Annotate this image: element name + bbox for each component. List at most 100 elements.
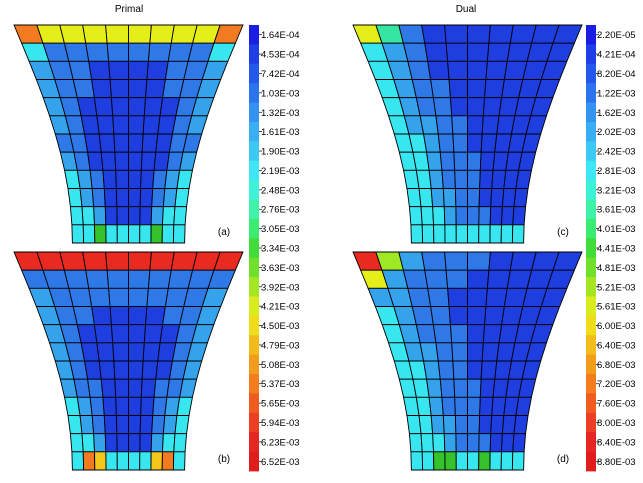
mesh-cell xyxy=(479,151,496,171)
mesh-cell xyxy=(71,451,85,471)
mesh-cell xyxy=(128,451,141,471)
mesh-cell xyxy=(147,42,172,62)
mesh-cell xyxy=(486,42,511,62)
mesh-cell xyxy=(467,342,484,362)
mesh-cell xyxy=(174,188,190,208)
colorbar-swatch xyxy=(586,257,596,278)
mesh-cell xyxy=(428,169,444,189)
mesh-cell xyxy=(139,224,152,244)
mesh-cell xyxy=(455,206,468,226)
mesh-cell xyxy=(407,60,432,80)
panel-d-dual-mesh xyxy=(352,251,583,471)
colorbar-swatch xyxy=(249,432,259,453)
panel-b-primal-mesh xyxy=(13,251,244,471)
mesh-cell xyxy=(443,433,457,453)
mesh-cell xyxy=(484,79,505,99)
colorbar-tick-label: 2.20E-05 xyxy=(597,30,636,41)
mesh-cell xyxy=(128,169,142,189)
panel-label-a: (a) xyxy=(218,227,230,238)
mesh-cell xyxy=(443,206,457,226)
colorbar-swatch xyxy=(586,199,596,220)
mesh-cell xyxy=(128,433,141,453)
mesh-cell xyxy=(63,269,90,289)
mesh-cell xyxy=(81,433,96,453)
colorbar-swatch xyxy=(249,160,259,181)
mesh-cell xyxy=(467,433,480,453)
mesh-cell xyxy=(76,396,93,416)
mesh-cell xyxy=(128,415,142,435)
colorbar-swatch xyxy=(586,238,596,259)
mesh-cell xyxy=(174,415,190,435)
mesh-cell xyxy=(445,269,468,289)
mesh-cell xyxy=(447,287,468,307)
mesh-cell xyxy=(128,151,143,171)
mesh-cell xyxy=(93,206,107,226)
mesh-cell xyxy=(103,188,118,208)
mesh-cell xyxy=(467,415,481,435)
mesh-cell xyxy=(432,206,446,226)
colorbar-swatch xyxy=(249,44,259,65)
mesh-cell xyxy=(116,224,129,244)
colorbar-tick-label: 5.61E-03 xyxy=(597,302,636,313)
mesh-cell xyxy=(109,306,129,326)
mesh-cell xyxy=(421,251,447,271)
colorbar-tick-label: 7.20E-03 xyxy=(597,379,636,390)
mesh-cell xyxy=(467,60,488,80)
mesh-cell xyxy=(480,360,498,380)
colorbar-tick-label: 5.94E-03 xyxy=(261,418,300,429)
mesh-cell xyxy=(467,169,481,189)
colorbar-tick-label: 5.65E-03 xyxy=(261,399,300,410)
mesh-cell xyxy=(113,133,129,153)
mesh-cell xyxy=(512,433,527,453)
panel-label-c: (c) xyxy=(557,227,569,238)
mesh-cell xyxy=(488,251,514,271)
colorbar-tick-label: 1.03E-03 xyxy=(261,88,300,99)
mesh-cell xyxy=(102,396,117,416)
mesh-cell xyxy=(128,79,148,99)
mesh-cell xyxy=(441,396,456,416)
mesh-cell xyxy=(415,169,432,189)
mesh-cell xyxy=(454,169,468,189)
mesh-cell xyxy=(427,287,450,307)
mesh-cell xyxy=(128,224,141,244)
colorbar-tick-label: 1.61E-03 xyxy=(261,127,300,138)
mesh-cell xyxy=(116,433,129,453)
mesh-cell xyxy=(478,433,492,453)
dual-column-title: Dual xyxy=(456,4,477,15)
colorbar-tick-label: 4.79E-03 xyxy=(261,340,300,351)
mesh-cell xyxy=(439,151,456,171)
mesh-cell xyxy=(128,269,151,289)
mesh-cell xyxy=(467,251,491,271)
mesh-cell xyxy=(96,115,115,135)
mesh-cell xyxy=(435,115,454,135)
mesh-cell xyxy=(69,433,84,453)
colorbar-tick-label: 3.21E-03 xyxy=(597,185,636,196)
mesh-cell xyxy=(63,42,90,62)
mesh-cell xyxy=(151,415,166,435)
mesh-cell xyxy=(426,151,443,171)
mesh-cell xyxy=(432,433,446,453)
mesh-cell xyxy=(112,115,129,135)
mesh-cell xyxy=(88,287,111,307)
mesh-cell xyxy=(82,24,108,44)
colorbar-swatch xyxy=(586,102,596,123)
mesh-cell xyxy=(94,451,107,471)
mesh-cell xyxy=(161,224,175,244)
mesh-cell xyxy=(139,433,153,453)
mesh-cell xyxy=(433,451,446,471)
colorbar-tick-label: 2.48E-03 xyxy=(261,185,300,196)
mesh-cell xyxy=(108,60,129,80)
colorbar-tick-label: 1.22E-03 xyxy=(597,88,636,99)
mesh-cell xyxy=(467,42,490,62)
mesh-cell xyxy=(91,79,112,99)
mesh-cell xyxy=(455,224,468,244)
mesh-cell xyxy=(500,224,514,244)
colorbar-swatch xyxy=(249,257,259,278)
mesh-cell xyxy=(116,451,129,471)
colorbar-tick-label: 6.52E-03 xyxy=(261,457,300,468)
mesh-cell xyxy=(76,324,98,344)
mesh-cell xyxy=(454,396,468,416)
mesh-cell xyxy=(441,169,456,189)
mesh-cell xyxy=(451,342,468,362)
colorbar-tick-label: 6.23E-03 xyxy=(261,437,300,448)
